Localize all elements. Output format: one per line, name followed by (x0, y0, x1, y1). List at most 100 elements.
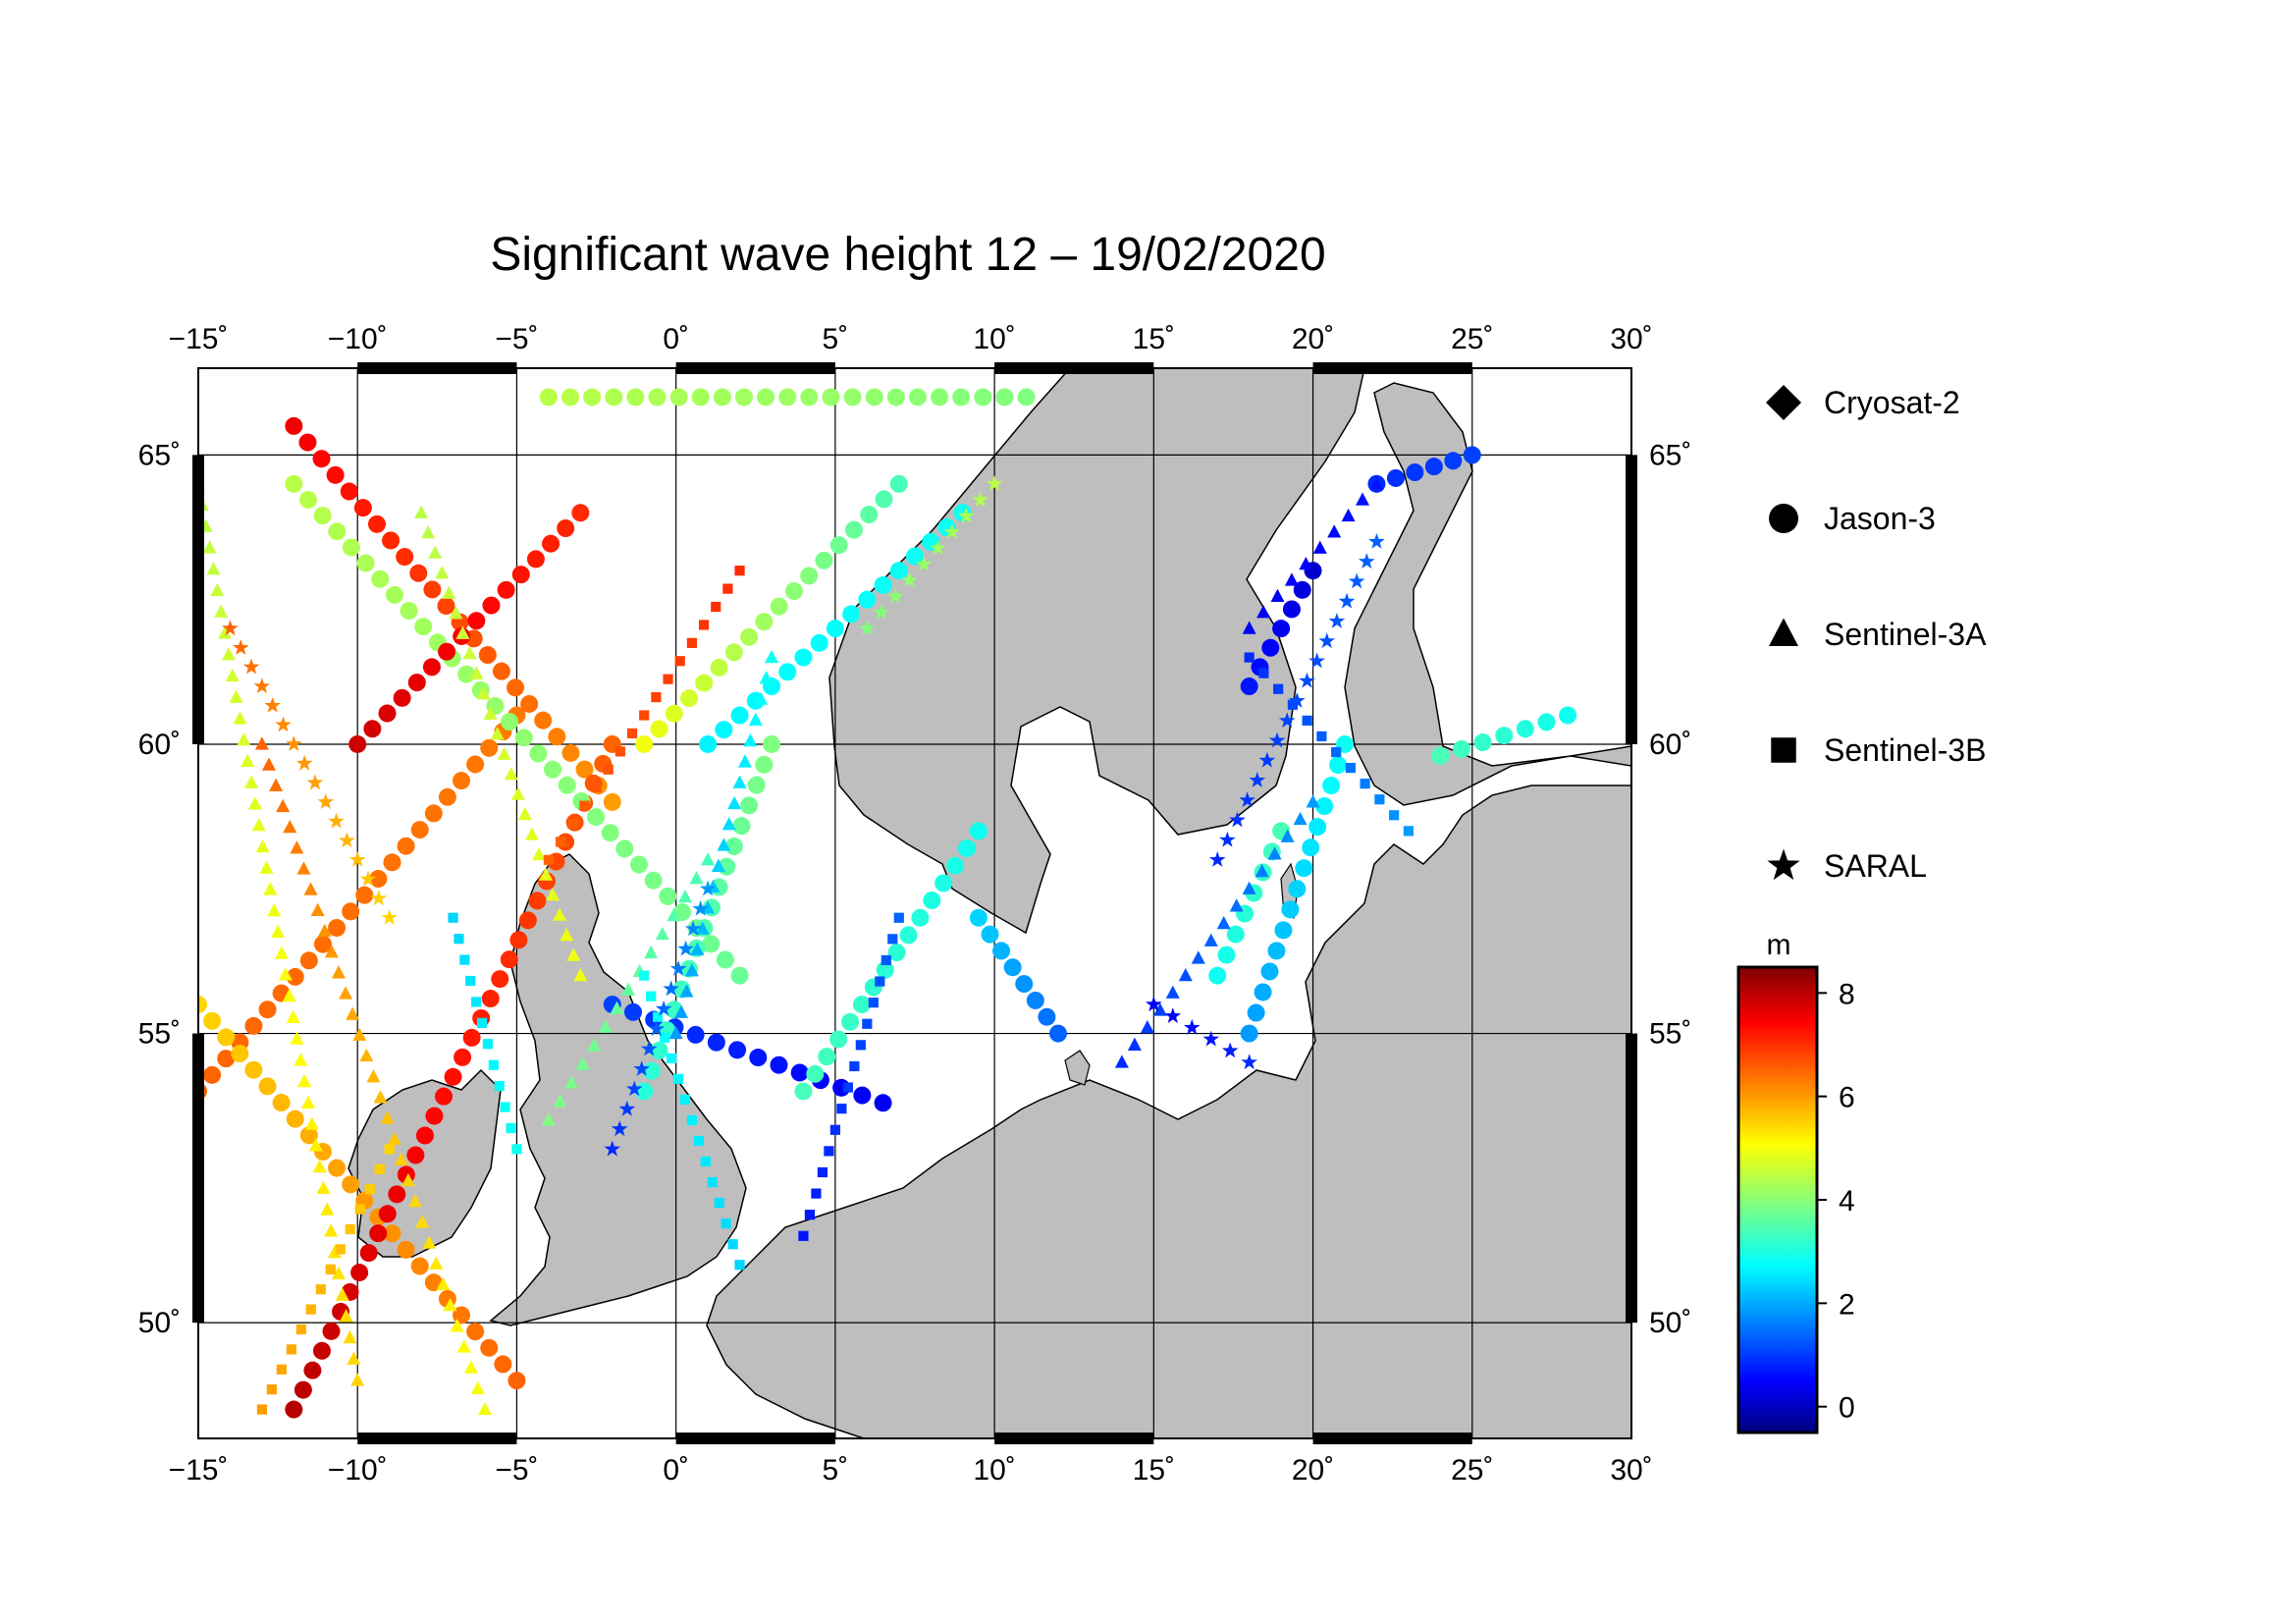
swh-observation-marker (794, 648, 813, 667)
swh-observation-marker (1329, 756, 1348, 775)
swh-observation-marker (501, 713, 519, 731)
swh-observation-marker (659, 887, 677, 905)
swh-observation-marker (573, 967, 588, 982)
swh-observation-marker (1208, 851, 1226, 867)
swh-observation-marker (626, 728, 638, 739)
swh-observation-marker (492, 662, 510, 680)
swh-observation-marker (454, 934, 464, 945)
swh-observation-marker (1302, 715, 1312, 726)
swh-observation-marker (653, 1011, 664, 1022)
swh-observation-marker (755, 755, 774, 774)
swh-observation-marker (442, 585, 456, 599)
swh-observation-marker (264, 696, 282, 713)
swh-observation-marker (824, 1146, 834, 1157)
swh-observation-marker (202, 540, 217, 554)
swh-observation-marker (436, 1276, 451, 1291)
swh-observation-marker (693, 1135, 704, 1147)
altimeter-tracks (198, 388, 1577, 1419)
swh-observation-marker (366, 1069, 381, 1083)
swh-observation-marker (1239, 791, 1255, 808)
swh-observation-marker (514, 729, 533, 747)
swh-observation-marker (282, 988, 296, 1002)
land-scandinavia-europe (706, 368, 1631, 1438)
swh-observation-marker (1203, 933, 1218, 947)
swh-observation-marker (639, 970, 650, 981)
swh-observation-marker (1229, 898, 1244, 912)
swh-observation-marker (1312, 540, 1327, 554)
swh-observation-marker (407, 674, 426, 692)
satellite-legend: Cryosat-2 Jason-3 Sentinel-3A Sentinel-3B SA… (1766, 385, 1987, 884)
swh-observation-marker (478, 1401, 492, 1416)
swh-observation-marker (561, 388, 580, 406)
swh-observation-marker (818, 1048, 836, 1066)
swh-observation-marker (414, 505, 429, 518)
swh-observation-marker (396, 548, 414, 567)
swh-observation-marker (1358, 553, 1375, 569)
border-bar (1626, 455, 1637, 744)
swh-observation-marker (716, 950, 734, 969)
swh-observation-marker (528, 892, 547, 910)
swh-observation-marker (410, 821, 429, 839)
border-bar (994, 362, 1154, 374)
swh-observation-marker (384, 1144, 395, 1155)
swh-observation-marker (969, 822, 988, 840)
map-frame (197, 367, 1632, 1439)
swh-observation-marker (345, 1223, 355, 1235)
swh-observation-marker (504, 767, 518, 781)
swh-observation-marker (836, 1104, 847, 1114)
swh-observation-marker (356, 554, 375, 572)
swh-observation-marker (1282, 600, 1301, 619)
swh-observation-marker (266, 1384, 277, 1395)
swh-observation-marker (328, 918, 347, 937)
swh-observation-marker (1240, 1024, 1258, 1043)
swh-observation-marker (1308, 652, 1325, 669)
swh-observation-marker (422, 1235, 437, 1249)
swh-observation-marker (806, 1064, 825, 1083)
swh-observation-marker (480, 1338, 499, 1357)
legend-label: Sentinel-3A (1824, 617, 1987, 652)
swh-observation-marker (298, 490, 317, 509)
swh-observation-marker (222, 620, 239, 636)
swh-observation-marker (1191, 950, 1205, 964)
swh-observation-marker (488, 1059, 499, 1070)
swh-observation-marker (286, 967, 304, 986)
swh-observation-marker (240, 753, 255, 768)
lon-tick-label: 0˚ (663, 1454, 689, 1487)
swh-observation-marker (876, 960, 894, 979)
swh-observation-marker (335, 1287, 349, 1301)
circle-legend-icon (1769, 504, 1798, 533)
swh-observation-marker (655, 926, 669, 941)
swh-observation-marker (1374, 794, 1385, 805)
swh-observation-marker (663, 980, 679, 997)
swh-observation-marker (400, 602, 418, 621)
border-bar (1312, 1433, 1472, 1444)
swh-observation-marker (1017, 388, 1036, 406)
swh-observation-marker (734, 1260, 745, 1271)
swh-observation-marker (415, 1126, 434, 1145)
swh-observation-marker (1242, 881, 1256, 894)
swh-observation-marker (529, 744, 548, 763)
legend-label: SARAL (1824, 848, 1927, 884)
swh-observation-marker (1273, 683, 1284, 694)
swh-observation-marker (456, 1339, 471, 1353)
swh-observation-marker (1406, 463, 1424, 482)
swh-observation-marker (218, 625, 233, 639)
swh-observation-marker (677, 889, 692, 903)
swh-observation-marker (494, 1081, 505, 1092)
colorbar-unit: m (1767, 929, 1791, 961)
lat-tick-labels-right: 50˚ 55˚ 60˚ 65˚ (1649, 439, 1691, 1339)
swh-observation-marker (732, 817, 751, 836)
swh-observation-marker (1267, 942, 1286, 960)
border-bar (994, 1433, 1154, 1444)
swh-observation-marker (455, 625, 470, 639)
swh-observation-marker (317, 793, 335, 809)
swh-observation-marker (378, 704, 397, 723)
swh-observation-marker (1537, 713, 1556, 731)
swh-observation-marker (517, 807, 532, 821)
swh-observation-marker (743, 732, 758, 747)
swh-observation-marker (721, 1218, 731, 1229)
swh-observation-marker (669, 960, 687, 976)
swh-observation-marker (642, 1061, 661, 1080)
swh-observation-marker (957, 507, 975, 523)
lon-tick-label: −10˚ (328, 323, 388, 355)
